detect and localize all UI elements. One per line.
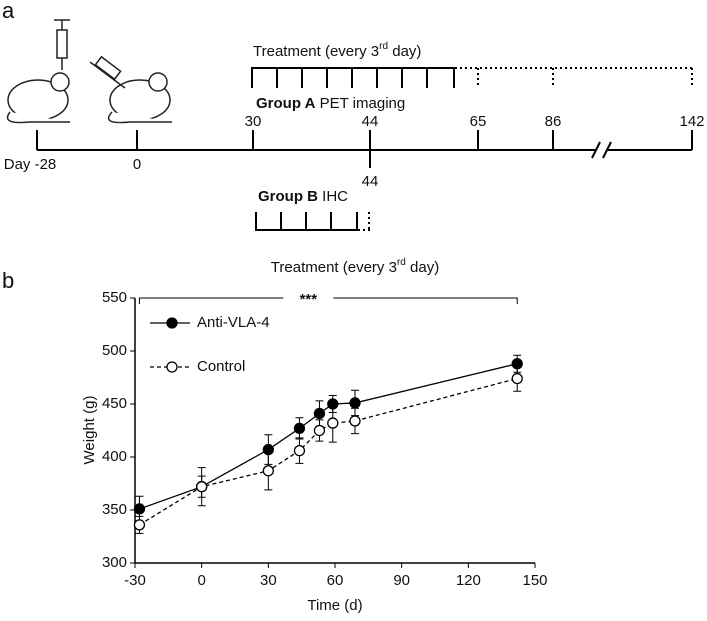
x-tick-label: 0 (197, 572, 205, 589)
y-tick-label: 400 (102, 448, 127, 465)
day-label: Day -28 (4, 156, 57, 173)
day-label: 142 (679, 113, 704, 130)
text: Treatment (every 3 (271, 259, 397, 276)
x-tick-label: 90 (393, 572, 410, 589)
text: IHC (322, 188, 348, 205)
day-label: 86 (545, 113, 562, 130)
point (293, 444, 306, 457)
y-tick-label: 500 (102, 342, 127, 359)
legend-marker (166, 317, 178, 329)
y-tick-label: 350 (102, 501, 127, 518)
text: day) (406, 259, 439, 276)
significance: *** (300, 291, 318, 308)
legend-label: Control (197, 358, 245, 375)
panel-label: b (2, 268, 14, 293)
x-tick-label: -30 (124, 572, 146, 589)
chart-title: Treatment (every 3rd day) (271, 257, 439, 276)
x-tick-label: 30 (260, 572, 277, 589)
x-tick-label: 150 (522, 572, 547, 589)
x-tick-label: 60 (327, 572, 344, 589)
legend-marker (166, 361, 178, 373)
y-tick-label: 450 (102, 395, 127, 412)
point (196, 481, 208, 493)
point (313, 407, 326, 420)
legend-label: Anti-VLA-4 (197, 314, 270, 331)
point (313, 424, 326, 437)
mouse-icons (6, 19, 172, 124)
point (349, 415, 361, 427)
y-tick-label: 300 (102, 554, 127, 571)
y-tick-label: 550 (102, 289, 127, 306)
y-axis-label: Weight (g) (81, 396, 98, 465)
day-label: 30 (245, 113, 262, 130)
group-a: Group A PET imaging (256, 95, 405, 112)
text: rd (379, 41, 388, 52)
text: rd (397, 257, 406, 268)
day-label: 44 (362, 113, 379, 130)
text: PET imaging (320, 95, 406, 112)
day-label: 0 (133, 156, 141, 173)
group-b: Group B IHC (258, 188, 348, 205)
x-tick-label: 120 (456, 572, 481, 589)
text: Treatment (every 3 (253, 43, 379, 60)
text: Group B (258, 188, 318, 205)
point (327, 417, 339, 429)
series-line (139, 377, 518, 526)
point (133, 503, 146, 515)
day-label: 44 (362, 173, 379, 190)
point (293, 422, 306, 435)
significance-bg (283, 290, 334, 306)
point (349, 397, 361, 409)
day-label: 65 (470, 113, 487, 130)
point (262, 465, 274, 477)
point (133, 519, 146, 531)
x-axis-label: Time (d) (307, 597, 362, 614)
text: day) (388, 43, 421, 60)
timeline (36, 67, 693, 231)
point (511, 372, 523, 385)
treatment-label: Treatment (every 3rd day) (253, 41, 421, 60)
text: Group A (256, 95, 316, 112)
panel-label: a (2, 0, 15, 23)
